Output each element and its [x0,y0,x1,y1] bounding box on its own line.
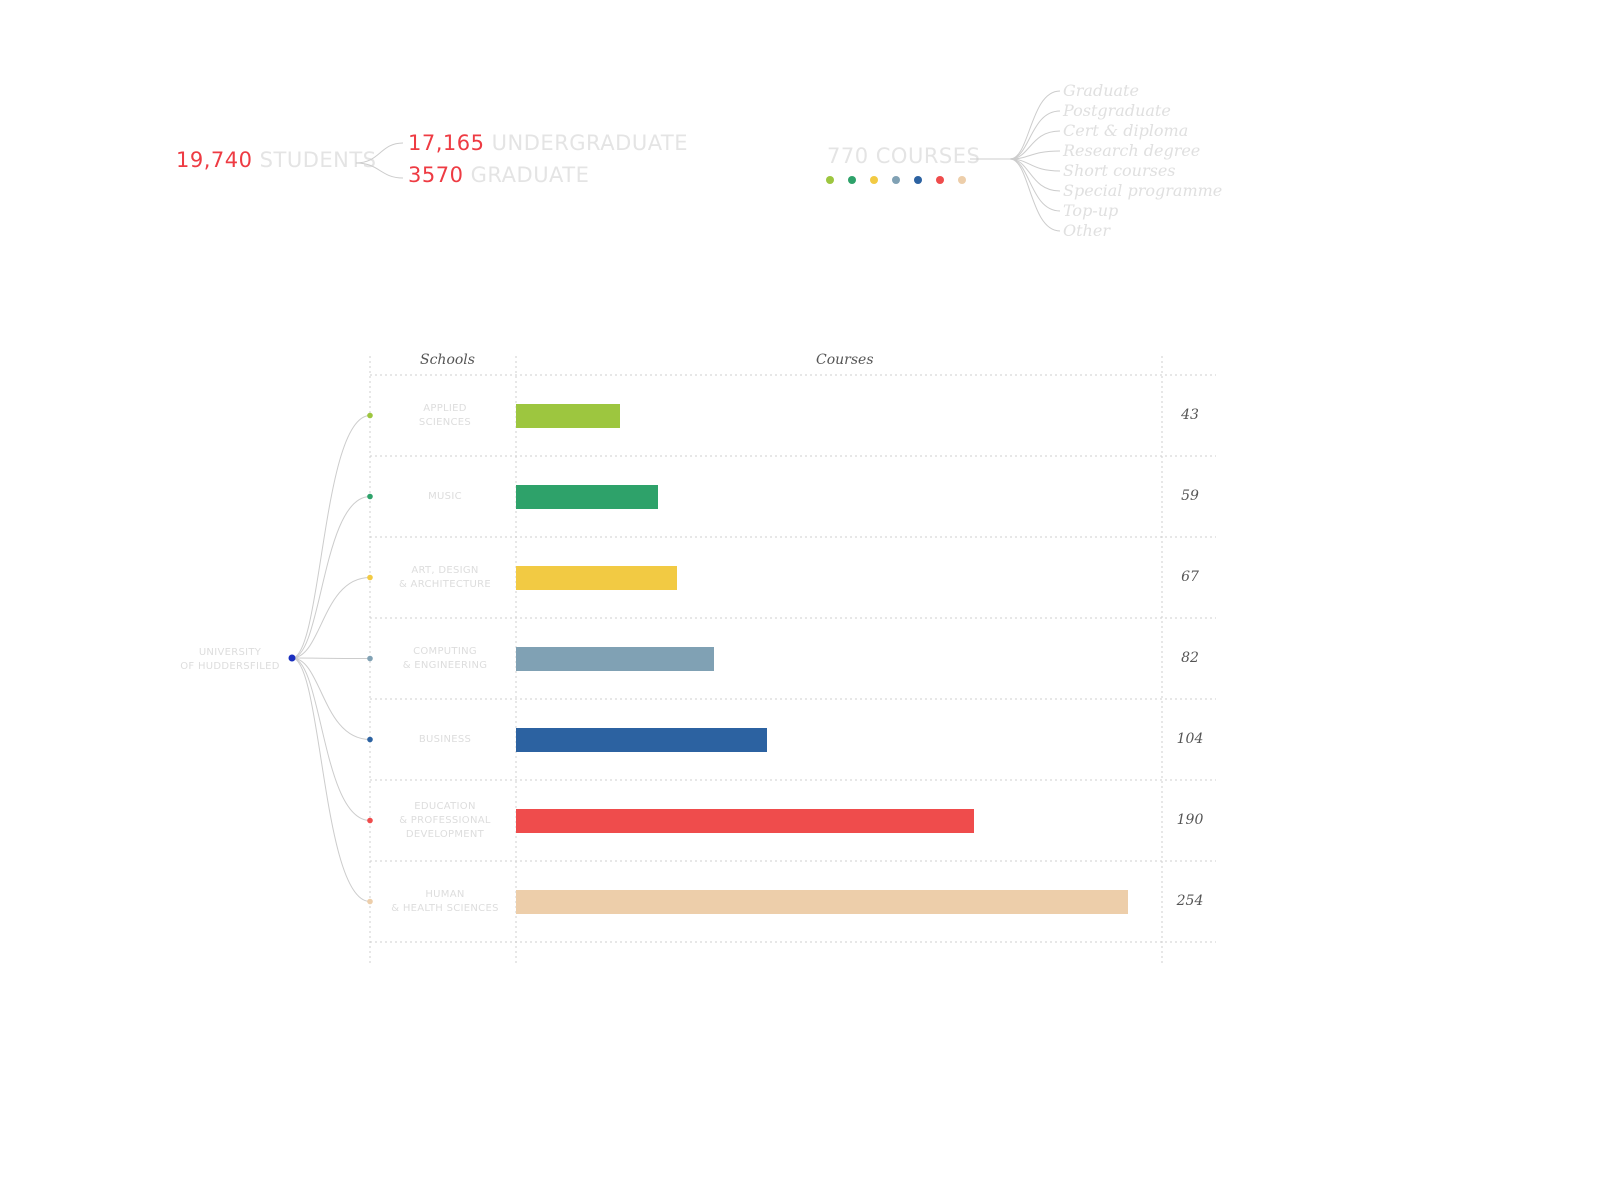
school-node-dot [367,817,373,824]
course-count-bar [516,565,678,590]
undergraduate-label: UNDERGRADUATE [491,131,689,155]
course-count-label: 59 [1181,487,1199,504]
school-label-line: ART, DESIGN [411,564,479,576]
course-count-bar [516,646,714,671]
course-count-bar [516,808,974,833]
school-node-dot [367,574,373,581]
students-total: 19,740 STUDENTS [176,148,377,172]
school-label-line: COMPUTING [413,645,477,657]
courses-column-header: Courses [816,352,874,368]
course-type: Other [1063,221,1110,240]
course-count-label: 104 [1176,730,1204,747]
school-branch-line [291,496,371,659]
course-type-branch [1009,110,1061,160]
school-label: EDUCATION & PROFESSIONAL DEVELOPMENT [380,800,510,842]
legend-dot-human-health [958,176,966,184]
course-type: Top-up [1063,201,1119,220]
course-count-bar [516,889,1128,914]
school-node-dot [367,655,373,662]
school-label: BUSINESS [380,733,510,747]
school-label-line: & HEALTH SCIENCES [391,902,499,914]
school-label-line: EDUCATION [414,800,476,812]
course-type-branch [1009,158,1061,192]
school-label-line: DEVELOPMENT [405,828,485,840]
course-count-label: 67 [1181,568,1199,585]
school-label-line: HUMAN [425,888,465,900]
university-node-dot [288,654,296,662]
school-label-line: & PROFESSIONAL [399,814,491,826]
students-graduate: 3570 GRADUATE [408,163,589,187]
course-count-bar [516,484,659,509]
school-label-line: & ENGINEERING [402,659,488,671]
legend-dot-computing [892,176,900,184]
school-label: COMPUTING & ENGINEERING [380,645,510,673]
university-label-line2: OF HUDDERSFILED [180,661,280,672]
university-label: UNIVERSITY OF HUDDERSFILED [175,646,285,674]
course-type: Cert & diploma [1063,121,1189,140]
course-type-branch [1009,158,1061,232]
undergraduate-value: 17,165 [408,131,485,155]
students-total-label: STUDENTS [259,148,377,172]
school-label: APPLIED SCIENCES [380,402,510,430]
legend-dot-business [914,176,922,184]
school-label: ART, DESIGN & ARCHITECTURE [380,564,510,592]
course-type: Postgraduate [1063,101,1171,120]
course-count-bar [516,403,620,428]
graduate-value: 3570 [408,163,464,187]
school-branch-line [291,415,371,659]
course-type: Short courses [1063,161,1176,180]
school-node-dot [367,898,373,905]
students-total-value: 19,740 [176,148,253,172]
course-count-label: 190 [1176,811,1204,828]
school-label-line: MUSIC [428,490,462,502]
school-branch-line [291,657,371,659]
school-branch-line [291,657,371,740]
graduate-label: GRADUATE [470,163,590,187]
school-label-line: & ARCHITECTURE [398,578,492,590]
course-count-label: 43 [1181,406,1199,423]
courses-total: 770 COURSES [827,144,981,168]
course-count-bar [516,727,767,752]
course-type: Research degree [1063,141,1201,160]
school-branch-line [291,657,371,821]
school-label: HUMAN & HEALTH SCIENCES [380,888,510,916]
legend-dot-applied-sciences [826,176,834,184]
school-label-line: SCIENCES [418,416,472,428]
course-type-branch [1009,130,1061,160]
course-count-label: 82 [1181,649,1199,666]
school-node-dot [367,412,373,419]
legend-dot-education [936,176,944,184]
school-node-dot [367,493,373,500]
course-type: Special programme [1063,181,1223,200]
university-label-line1: UNIVERSITY [198,647,262,658]
legend-dot-music [848,176,856,184]
school-branch-line [291,577,371,659]
legend-dot-art-design [870,176,878,184]
course-type: Graduate [1063,81,1139,100]
schools-column-header: Schools [420,352,475,368]
course-type-branch [1009,90,1061,160]
course-type-branch [1009,150,1061,160]
school-label: MUSIC [380,490,510,504]
students-undergraduate: 17,165 UNDERGRADUATE [408,131,688,155]
school-branch-line [291,657,371,902]
school-label-line: BUSINESS [418,733,472,745]
school-node-dot [367,736,373,743]
school-label-line: APPLIED [423,402,467,414]
course-count-label: 254 [1176,892,1204,909]
